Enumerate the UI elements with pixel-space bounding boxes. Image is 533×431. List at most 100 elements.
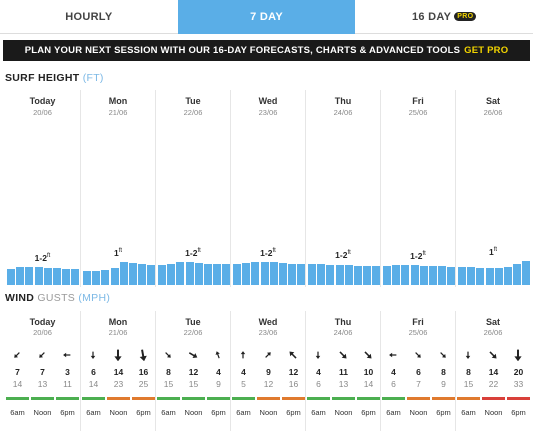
wind-speed: 3 — [65, 367, 70, 377]
promo-banner[interactable]: PLAN YOUR NEXT SESSION WITH OUR 16-DAY F… — [3, 40, 530, 61]
wind-time-label: Noon — [259, 408, 278, 417]
surf-day-column[interactable]: Fri 25/06 1-2ft — [380, 90, 456, 287]
surf-day-column[interactable]: Today 20/06 1-2ft — [5, 90, 80, 287]
surf-height-bar — [288, 264, 297, 285]
surf-height-value: 1-2 — [410, 251, 423, 261]
wind-direction-arrow-icon — [165, 352, 171, 358]
surf-height-value: 1 — [113, 248, 119, 258]
wind-speed: 6 — [416, 367, 421, 377]
surf-height-bar — [71, 269, 80, 285]
wind-gust: 16 — [288, 379, 299, 389]
surf-day-name: Sat — [485, 96, 500, 106]
wind-day-name: Wed — [258, 317, 278, 327]
wind-rating-bar — [507, 397, 530, 400]
surf-height-bar — [62, 269, 71, 285]
wind-speed: 4 — [216, 367, 221, 377]
wind-day-date: 21/06 — [108, 328, 128, 337]
get-pro-link[interactable]: GET PRO — [464, 45, 509, 56]
wind-rating-bar — [207, 397, 230, 400]
wind-direction-arrow-icon — [14, 352, 20, 358]
wind-rating-bar — [432, 397, 455, 400]
wind-rating-bar — [232, 397, 255, 400]
wind-gust: 15 — [163, 379, 174, 389]
wind-speed: 8 — [441, 367, 446, 377]
wind-time-label: 6am — [461, 408, 476, 417]
wind-day-column[interactable]: Wed 23/06 4 5 6am 9 12 Noon 12 16 6pm — [230, 311, 305, 431]
surf-day-column[interactable]: Tue 22/06 1-2ft — [155, 90, 231, 287]
wind-direction-arrow-icon — [188, 352, 198, 359]
wind-slot: 4 5 6am — [231, 311, 256, 431]
wind-day-name: Sat — [485, 317, 500, 327]
surf-day-date: 21/06 — [108, 108, 128, 117]
tab-7-day[interactable]: 7 DAY — [177, 0, 356, 34]
wind-day-column[interactable]: Sat 26/06 8 15 6am 14 22 Noon 20 33 6pm — [455, 311, 530, 431]
wind-rating-bar — [157, 397, 180, 400]
wind-day-date: 23/06 — [258, 328, 278, 337]
wind-time-label: 6pm — [436, 408, 451, 417]
wind-slot: 12 16 6pm — [281, 311, 306, 431]
wind-speed: 14 — [488, 367, 499, 377]
wind-slot: 20 33 6pm — [506, 311, 531, 431]
surf-height-value: 1-2 — [34, 253, 47, 263]
wind-gust: 23 — [113, 379, 124, 389]
surf-height-unit: ft — [422, 251, 426, 258]
wind-forecast: Today 20/06 7 14 6am 7 13 Noon 3 11 6pm Mon 21/06 6 14… — [5, 311, 530, 431]
wind-slot: 6 14 6am — [81, 311, 106, 431]
wind-gust: 33 — [513, 379, 524, 389]
wind-time-label: 6am — [236, 408, 251, 417]
wind-rating-bar — [407, 397, 430, 400]
wind-time-label: 6pm — [286, 408, 301, 417]
surf-day-column[interactable]: Thu 24/06 1-2ft — [305, 90, 381, 287]
surf-height-bar — [522, 261, 531, 285]
surf-height-bar — [233, 264, 241, 285]
wind-day-column[interactable]: Today 20/06 7 14 6am 7 13 Noon 3 11 6pm — [5, 311, 80, 431]
surf-height-bar — [467, 267, 476, 285]
wind-direction-arrow-icon — [364, 351, 372, 359]
surf-height-bar — [279, 263, 287, 285]
surf-height-value: 1-2 — [260, 248, 273, 258]
surf-day-name: Tue — [185, 96, 201, 106]
surf-height-unit: ft — [197, 248, 201, 255]
surf-day-name: Today — [29, 96, 56, 106]
surf-day-column[interactable]: Wed 23/06 1-2ft — [230, 90, 306, 287]
wind-gust: 15 — [188, 379, 199, 389]
wind-slot: 9 12 Noon — [256, 311, 281, 431]
wind-speed: 4 — [241, 367, 246, 377]
wind-gust: 14 — [88, 379, 99, 389]
tab-hourly-label: HOURLY — [65, 10, 113, 23]
tab-hourly[interactable]: HOURLY — [0, 0, 178, 34]
wind-slot: 16 25 6pm — [131, 311, 156, 431]
wind-day-date: 26/06 — [483, 328, 503, 337]
wind-slot: 8 15 6am — [456, 311, 481, 431]
wind-unit: (MPH) — [78, 292, 111, 304]
wind-gust: 7 — [416, 379, 421, 389]
surf-height-bar — [485, 268, 494, 285]
wind-day-column[interactable]: Thu 24/06 4 6 6am 11 13 Noon 10 14 6pm — [305, 311, 380, 431]
wind-time-label: Noon — [33, 408, 52, 417]
wind-direction-arrow-icon — [215, 351, 220, 359]
wind-rating-bar — [332, 397, 355, 400]
wind-time-label: 6am — [311, 408, 326, 417]
surf-day-column[interactable]: Sat 26/06 1ft — [455, 90, 531, 287]
tab-16-day[interactable]: 16 DAY PRO — [355, 0, 533, 34]
wind-speed: 14 — [113, 367, 124, 377]
surf-height-unit: ft — [493, 247, 498, 254]
surf-height-bar — [53, 268, 61, 285]
surf-day-date: 24/06 — [333, 108, 353, 117]
wind-gust: 14 — [12, 379, 23, 389]
wind-day-column[interactable]: Fri 25/06 4 6 6am 6 7 Noon 8 9 6pm — [380, 311, 455, 431]
surf-height-bar — [419, 266, 428, 285]
surf-day-column[interactable]: Mon 21/06 1ft — [80, 90, 156, 287]
surf-day-name: Mon — [108, 96, 128, 106]
surf-height-bar — [176, 262, 185, 285]
wind-day-column[interactable]: Tue 22/06 8 15 6am 12 15 Noon 4 9 6pm — [155, 311, 230, 431]
wind-time-label: Noon — [109, 408, 128, 417]
wind-speed: 8 — [466, 367, 471, 377]
wind-gust: 9 — [216, 379, 221, 389]
wind-day-column[interactable]: Mon 21/06 6 14 6am 14 23 Noon 16 25 6pm — [80, 311, 155, 431]
wind-day-name: Today — [29, 317, 56, 327]
surf-height-bar — [269, 262, 278, 285]
wind-day-date: 25/06 — [408, 328, 428, 337]
surf-height-value: 1-2 — [335, 250, 348, 260]
surf-height-label: 1-2ft — [381, 251, 455, 261]
